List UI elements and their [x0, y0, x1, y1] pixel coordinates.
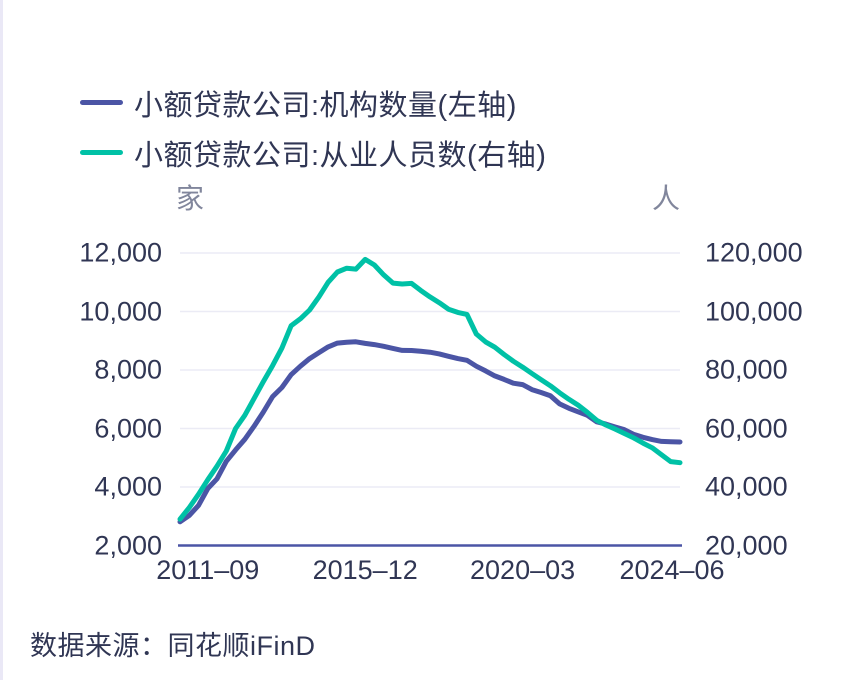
- legend-line-swatch-icon: [80, 150, 123, 155]
- legend-label: 小额贷款公司:从业人员数(右轴): [134, 139, 547, 172]
- right-axis-tick-label: 40,000: [705, 471, 788, 502]
- left-axis-tick-label: 2,000: [94, 530, 162, 560]
- x-axis-tick-label: 2015–12: [312, 555, 418, 585]
- left-axis-tick-label: 4,000: [94, 471, 162, 502]
- legend-item[interactable]: 小额贷款公司:从业人员数(右轴): [80, 134, 547, 172]
- legend-item[interactable]: 小额贷款公司:机构数量(左轴): [80, 84, 546, 122]
- right-axis-unit-label: 人: [652, 183, 681, 214]
- page-edge-strip: [0, 0, 3, 680]
- legend-label: 小额贷款公司:机构数量(左轴): [134, 89, 517, 122]
- x-axis-tick-label: 2020–03: [470, 555, 576, 585]
- left-axis-tick-label: 12,000: [79, 237, 162, 268]
- right-axis-tick-label: 60,000: [705, 413, 788, 443]
- source-text: 数据来源：同花顺iFinD: [30, 631, 316, 661]
- right-axis-tick-label: 120,000: [705, 237, 803, 268]
- series-line-institutions[interactable]: [177, 339, 683, 525]
- right-axis-tick-label: 20,000: [705, 530, 788, 560]
- right-axis-tick-label: 80,000: [705, 354, 788, 385]
- legend: 小额贷款公司:机构数量(左轴) 小额贷款公司:从业人员数(右轴): [80, 84, 547, 172]
- left-axis-tick-label: 8,000: [94, 354, 162, 385]
- left-axis-tick-label: 10,000: [79, 296, 162, 326]
- x-axis-tick-label: 2024–06: [619, 555, 725, 585]
- legend-line-swatch-icon: [80, 100, 123, 105]
- left-axis-tick-label: 6,000: [94, 413, 162, 443]
- left-axis-unit-label: 家: [176, 183, 205, 214]
- series-line-employees[interactable]: [177, 256, 683, 522]
- right-axis-tick-label: 100,000: [705, 296, 803, 326]
- x-axis-tick-label: 2011–09: [156, 555, 260, 585]
